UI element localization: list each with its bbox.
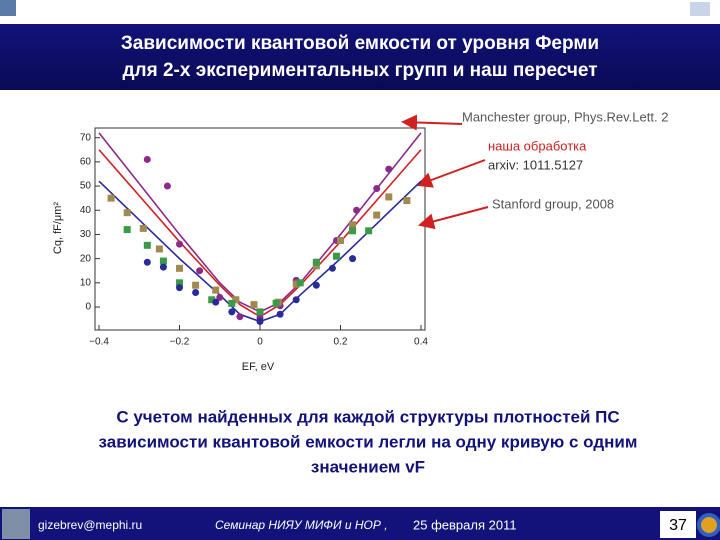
body-text: зависимости квантовой емкости легли на о… — [99, 432, 638, 451]
point — [143, 241, 151, 249]
point — [176, 279, 184, 287]
point — [349, 255, 357, 263]
point — [292, 280, 300, 288]
title-band — [0, 24, 720, 90]
point — [159, 263, 167, 271]
point — [276, 310, 284, 318]
point — [163, 182, 171, 190]
annotation: наша обработка — [488, 138, 587, 153]
logo-left — [0, 0, 16, 16]
footer-seminar: Семинар НИЯУ МИФИ и НОР , — [215, 518, 388, 532]
point — [107, 194, 115, 202]
point — [349, 227, 357, 235]
point — [349, 221, 357, 229]
footer-email: gizebrev@mephi.ru — [38, 518, 142, 532]
point — [143, 155, 151, 163]
point — [123, 226, 131, 234]
footer-band — [0, 507, 720, 540]
x-tick-label: 0.4 — [414, 337, 428, 348]
y-tick-label: 70 — [80, 132, 92, 143]
point — [176, 264, 184, 272]
point — [176, 240, 184, 248]
plot — [98, 132, 422, 326]
point — [328, 264, 336, 272]
y-tick-label: 30 — [80, 229, 92, 240]
footer-icon — [697, 513, 720, 537]
point — [176, 284, 184, 292]
point — [139, 224, 147, 232]
point — [192, 281, 200, 289]
annotation: Manchester group, Phys.Rev.Lett. 2 — [462, 109, 668, 124]
point — [123, 209, 131, 217]
annotation: Stanford group, 2008 — [492, 196, 614, 211]
point — [312, 258, 320, 266]
footer-date: 25 февраля 2011 — [413, 517, 517, 532]
point — [212, 298, 220, 306]
x-tick-label: −0.4 — [89, 337, 109, 348]
point — [232, 296, 240, 304]
point — [212, 286, 220, 294]
point — [292, 296, 300, 304]
point — [332, 252, 340, 260]
point — [159, 257, 167, 265]
page-number: 37 — [669, 517, 687, 534]
title-line: для 2-х экспериментальных групп и наш пе… — [122, 60, 597, 81]
point — [236, 313, 244, 321]
point — [385, 165, 393, 173]
page-box — [660, 511, 696, 538]
point — [228, 308, 236, 316]
title-line: Зависимости квантовой емкости от уровня … — [121, 33, 599, 54]
point — [155, 245, 163, 253]
point — [208, 296, 216, 304]
point — [373, 184, 381, 192]
x-tick-label: 0 — [257, 337, 263, 348]
x-tick-label: −0.2 — [170, 337, 190, 348]
point — [312, 262, 320, 270]
arrow — [418, 206, 489, 230]
point — [365, 227, 373, 235]
x-axis-label: EF, eV — [242, 361, 275, 373]
point — [336, 236, 344, 244]
y-tick-label: 60 — [80, 157, 92, 168]
series-group — [98, 132, 422, 326]
arrow — [416, 159, 486, 188]
point — [385, 193, 393, 201]
y-tick-label: 20 — [80, 253, 92, 264]
point — [256, 318, 264, 326]
point — [403, 197, 411, 205]
body-text: значением vF — [311, 457, 425, 476]
y-tick-label: 40 — [80, 205, 92, 216]
y-tick-label: 50 — [80, 181, 92, 192]
y-tick-label: 0 — [85, 302, 91, 313]
point — [192, 289, 200, 297]
y-tick-label: 10 — [80, 277, 92, 288]
point — [228, 299, 236, 307]
logo-right — [690, 2, 710, 16]
point — [256, 308, 264, 316]
point — [296, 279, 304, 287]
point — [250, 301, 258, 309]
point — [143, 258, 151, 266]
footer-image — [2, 509, 30, 539]
y-axis-label: Cq, fF/μm² — [52, 202, 64, 255]
point — [196, 267, 204, 275]
annotation: arxiv: 1011.5127 — [488, 157, 583, 172]
x-tick-label: 0.2 — [334, 337, 348, 348]
body-text: С учетом найденных для каждой структуры … — [116, 407, 619, 426]
arrow — [401, 114, 463, 131]
point — [373, 211, 381, 219]
point — [216, 293, 224, 301]
point — [312, 281, 320, 289]
point — [353, 206, 361, 214]
point — [272, 299, 280, 307]
